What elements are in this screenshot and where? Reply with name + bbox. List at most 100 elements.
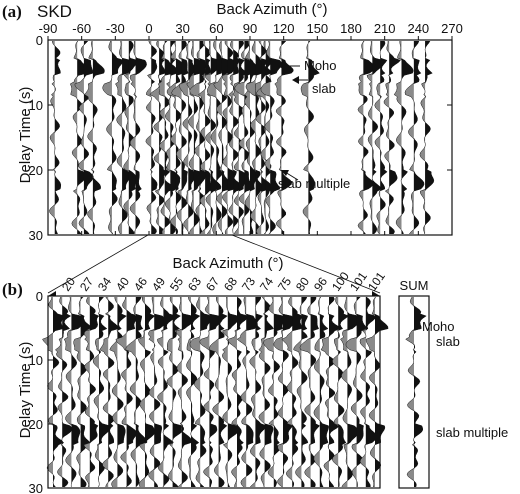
panel-b-trace-31 [331, 296, 350, 488]
panel-a-y-tick-label: 0 [36, 33, 43, 48]
panel-a-trace-26-positive-fill [255, 41, 268, 234]
panel-a-x-tick-label: -30 [106, 21, 125, 36]
panel-a-trace-35-positive-fill [389, 41, 401, 234]
panel-a-trace-0 [49, 40, 62, 235]
panel-a-x-tick-label: 90 [243, 21, 257, 36]
panel-b-trace-8 [115, 296, 140, 488]
panel-a-trace-35 [383, 40, 401, 235]
panel-b-trace-22 [249, 296, 268, 488]
panel-a-trace-38-positive-fill [425, 41, 434, 234]
panel-b-trace-29-negative-fill [313, 297, 320, 487]
panel-b-trace-17-positive-fill [209, 297, 223, 487]
panel-b-trace-27-negative-fill [293, 297, 302, 487]
panel-b-y-tick-label: 0 [36, 289, 43, 304]
panel-b-trace-23-positive-fill [264, 297, 274, 487]
panel-a-x-tick-label: 210 [374, 21, 396, 36]
sum-frame [398, 295, 430, 489]
panel-b-trace-label: 101 [347, 269, 370, 294]
panel-a-title: SKD [37, 2, 72, 21]
panel-b-trace-13-negative-fill [166, 297, 173, 487]
panel-a-x-tick-label: 270 [441, 21, 463, 36]
panel-b-trace-17 [199, 296, 223, 488]
panel-b-trace-label: 74 [257, 274, 276, 293]
panel-b-trace-0-negative-fill [42, 297, 53, 487]
panel-b-trace-11 [148, 296, 166, 488]
panel-b-trace-35-negative-fill [366, 297, 375, 487]
panel-b-trace-29 [313, 296, 329, 488]
panel-b-trace-4-positive-fill [89, 297, 99, 487]
panel-b-trace-8-positive-fill [126, 297, 140, 487]
panel-a-trace-36 [393, 40, 414, 235]
panel-b-trace-label: 68 [221, 274, 240, 293]
panel-a-plot-area: -90 -60 -30 0 30 60 90 120 150 180 210 240 270 0 10 20 3… [29, 21, 463, 243]
panel-a-trace-32 [357, 40, 376, 235]
panel-a-trace-0-positive-fill [54, 41, 61, 234]
panel-b-trace-4-negative-fill [83, 297, 90, 487]
sum-trace-wiggle-positive-fill [414, 297, 427, 487]
panel-a-trace-13-positive-fill [181, 41, 189, 234]
panel-a-trace-34-positive-fill [380, 41, 388, 234]
panel-b-trace-23 [258, 296, 274, 488]
panel-a-trace-25-positive-fill [250, 41, 261, 234]
panel-a-trace-31-positive-fill [308, 41, 320, 234]
panel-a-trace-2-negative-fill [74, 41, 84, 234]
panel-b-trace-13-positive-fill [172, 297, 184, 487]
panel-a-trace-38 [419, 40, 435, 235]
panel-b-trace-17-negative-fill [199, 297, 210, 487]
panel-b-trace-5-negative-fill [93, 297, 99, 487]
panel-b-trace-3-negative-fill [73, 297, 81, 487]
panel-a-trace-3 [84, 40, 105, 235]
panel-a-x-tick-label: 240 [407, 21, 429, 36]
panel-b-trace-19-negative-fill [222, 297, 228, 487]
panel-b-trace-13 [166, 296, 184, 488]
panel-a-trace-15-positive-fill [193, 41, 206, 234]
panel-a-ticks: -90 -60 -30 0 30 60 90 120 150 180 210 240 270 0 10 20 3… [29, 21, 463, 243]
panel-b-trace-35 [365, 296, 389, 488]
panel-b-trace-12-positive-fill [163, 297, 177, 487]
panel-a-trace-7-positive-fill [135, 41, 147, 234]
panel-b-trace-26 [281, 296, 304, 488]
panel-b-trace-14-negative-fill [176, 297, 182, 487]
panel-a-trace-14-negative-fill [179, 41, 189, 234]
panel-a-trace-23-positive-fill [238, 41, 249, 234]
slab-label-a: slab [312, 81, 336, 96]
panel-a-y-tick-label: 10 [29, 98, 43, 113]
panel-b-trace-7-positive-fill [117, 297, 127, 487]
panel-b-trace-7-negative-fill [109, 297, 118, 487]
panel-a-trace-9-positive-fill [159, 41, 167, 234]
panel-a-x-tick-label: -60 [72, 21, 91, 36]
panel-b-trace-30-negative-fill [321, 297, 329, 487]
slab-multiple-label-a: slab multiple [278, 176, 350, 191]
panel-b-y-tick-label: 10 [29, 353, 43, 368]
panel-a-trace-5 [115, 40, 135, 235]
panel-b-trace-14 [175, 296, 195, 488]
panel-a-trace-24-negative-fill [234, 41, 245, 234]
panel-b-trace-24 [263, 296, 286, 488]
panel-a-trace-17 [198, 40, 215, 235]
panel-b-trace-16-negative-fill [189, 297, 201, 487]
panel-a-trace-18-positive-fill [210, 41, 222, 234]
panel-a-trace-18 [205, 40, 223, 235]
panel-a-trace-4-negative-fill [102, 41, 112, 234]
panel-a-y-tick-label: 20 [29, 163, 43, 178]
panel-a-trace-29-negative-fill [260, 41, 271, 234]
panel-a-trace-10-negative-fill [158, 41, 165, 234]
panel-b-trace-12 [157, 296, 177, 488]
panel-b-trace-35-positive-fill [375, 297, 389, 487]
panel-a-trace-31 [300, 40, 320, 235]
panel-a-x-axis-label: Back Azimuth (°) [216, 1, 327, 18]
panel-a-trace-2-positive-fill [83, 41, 94, 234]
moho-label-b: Moho [422, 319, 455, 334]
panel-b-trace-label: 80 [293, 274, 312, 293]
panel-b-trace-label: 34 [95, 274, 114, 293]
panel-a-traces [49, 40, 435, 235]
panel-b-trace-label: 100 [329, 269, 352, 294]
panel-a-trace-29-positive-fill [270, 41, 282, 234]
panel-a-trace-6-positive-fill [128, 41, 138, 234]
panel-a: (a) SKD Back Azimuth (°) Delay Time (s) … [2, 1, 463, 243]
panel-b-trace-16 [189, 296, 214, 488]
panel-b-trace-2-positive-fill [71, 297, 85, 487]
panel-a-trace-38-negative-fill [419, 41, 426, 234]
panel-a-trace-32-negative-fill [357, 41, 364, 234]
panel-b-trace-label: 73 [239, 274, 258, 293]
